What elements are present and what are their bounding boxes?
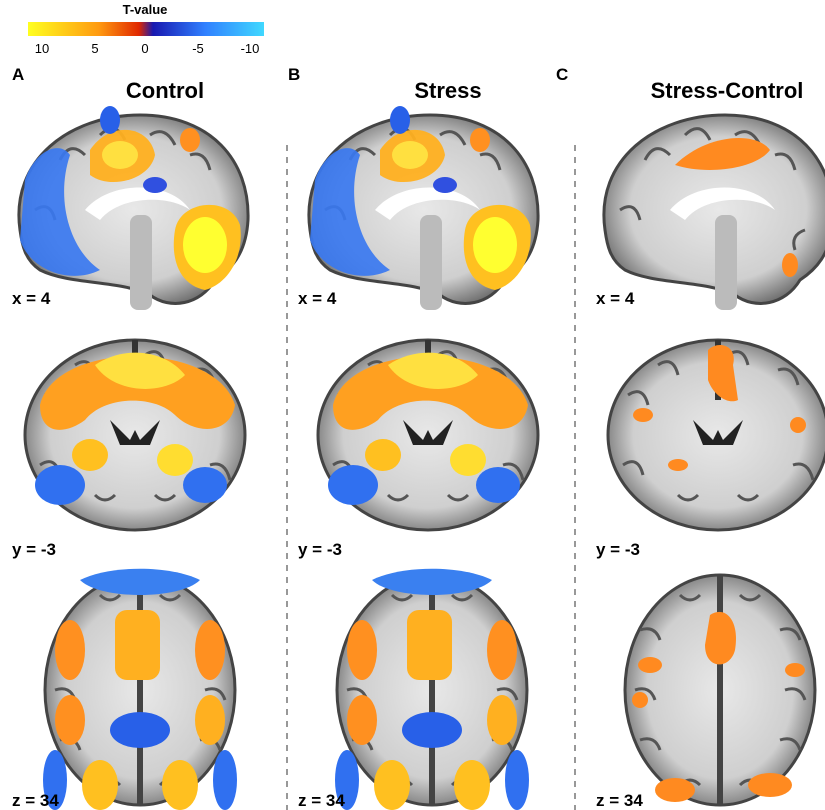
slice-label: z = 34 — [12, 791, 59, 810]
slice-label: y = -3 — [298, 540, 342, 559]
slice-label: x = 4 — [298, 289, 337, 308]
slice-label: z = 34 — [298, 791, 345, 810]
slice-label: x = 4 — [596, 289, 635, 308]
sagittal-slice — [17, 106, 250, 312]
panel-letter: B — [288, 65, 300, 84]
colorbar-tick: 10 — [35, 41, 49, 56]
axial-slice — [43, 568, 237, 810]
axial-slice — [335, 568, 529, 810]
slice-label: z = 34 — [596, 791, 643, 810]
colorbar-tick: -10 — [241, 41, 260, 56]
colorbar-title: T-value — [123, 2, 168, 17]
slice-label: y = -3 — [12, 540, 56, 559]
coronal-slice — [316, 338, 540, 532]
coronal-slice — [23, 338, 247, 532]
colorbar — [28, 22, 264, 36]
colorbar-tick: -5 — [192, 41, 204, 56]
slice-label: y = -3 — [596, 540, 640, 559]
panel-title: Stress-Control — [651, 78, 804, 103]
colorbar-tick: 0 — [141, 41, 148, 56]
slice-label: x = 4 — [12, 289, 51, 308]
axial-slice — [623, 573, 817, 807]
panel-letter: C — [556, 65, 568, 84]
colorbar-tick: 5 — [91, 41, 98, 56]
sagittal-slice — [602, 113, 825, 312]
panel-title: Control — [126, 78, 204, 103]
panel-title: Stress — [414, 78, 481, 103]
coronal-slice — [606, 338, 825, 532]
panel-letter: A — [12, 65, 24, 84]
sagittal-slice — [307, 106, 540, 312]
